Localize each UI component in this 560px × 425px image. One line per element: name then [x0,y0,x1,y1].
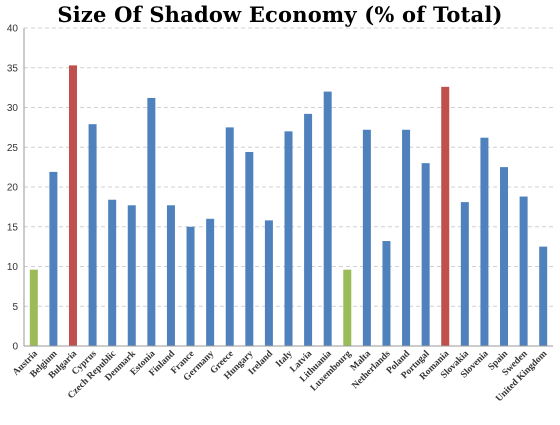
bar-italy [284,131,293,346]
bar-hungary [245,152,254,346]
y-tick-label-20: 20 [7,183,19,194]
bar-united-kingdom [539,246,548,347]
chart-title: Size Of Shadow Economy (% of Total) [57,2,503,27]
bar-poland [402,129,411,346]
bar-austria [29,269,38,346]
bar-luxembourg [343,269,352,346]
y-tick-label-25: 25 [7,143,19,154]
bar-france [186,226,195,346]
bar-slovakia [460,202,469,346]
bar-netherlands [382,241,391,346]
bar-romania [441,86,450,346]
bar-belgium [49,171,58,346]
bar-malta [362,129,371,346]
bar-spain [500,167,509,347]
bar-lithuania [323,91,332,346]
bar-latvia [304,113,313,346]
bar-germany [206,218,215,346]
bar-cyprus [88,124,97,346]
bar-ireland [264,220,273,346]
bar-greece [225,127,234,347]
bar-slovenia [480,137,489,346]
y-tick-label-10: 10 [7,262,19,273]
axis-layer [23,28,553,347]
bar-finland [166,205,175,346]
y-tick-label-15: 15 [7,222,19,233]
bar-sweden [519,196,528,346]
y-tick-label-35: 35 [7,63,19,74]
y-tick-label-0: 0 [12,342,18,353]
bar-czech-republic [108,199,117,346]
y-tick-label-40: 40 [7,24,19,35]
bar-portugal [421,163,430,346]
y-tick-label-5: 5 [12,302,18,313]
bar-estonia [147,97,156,347]
bar-bulgaria [68,65,77,347]
y-tick-label-30: 30 [7,103,19,114]
bar-denmark [127,205,136,346]
bars-layer [29,65,548,347]
y-tick-labels: 0 5 10 15 20 25 30 35 40 [7,24,19,353]
